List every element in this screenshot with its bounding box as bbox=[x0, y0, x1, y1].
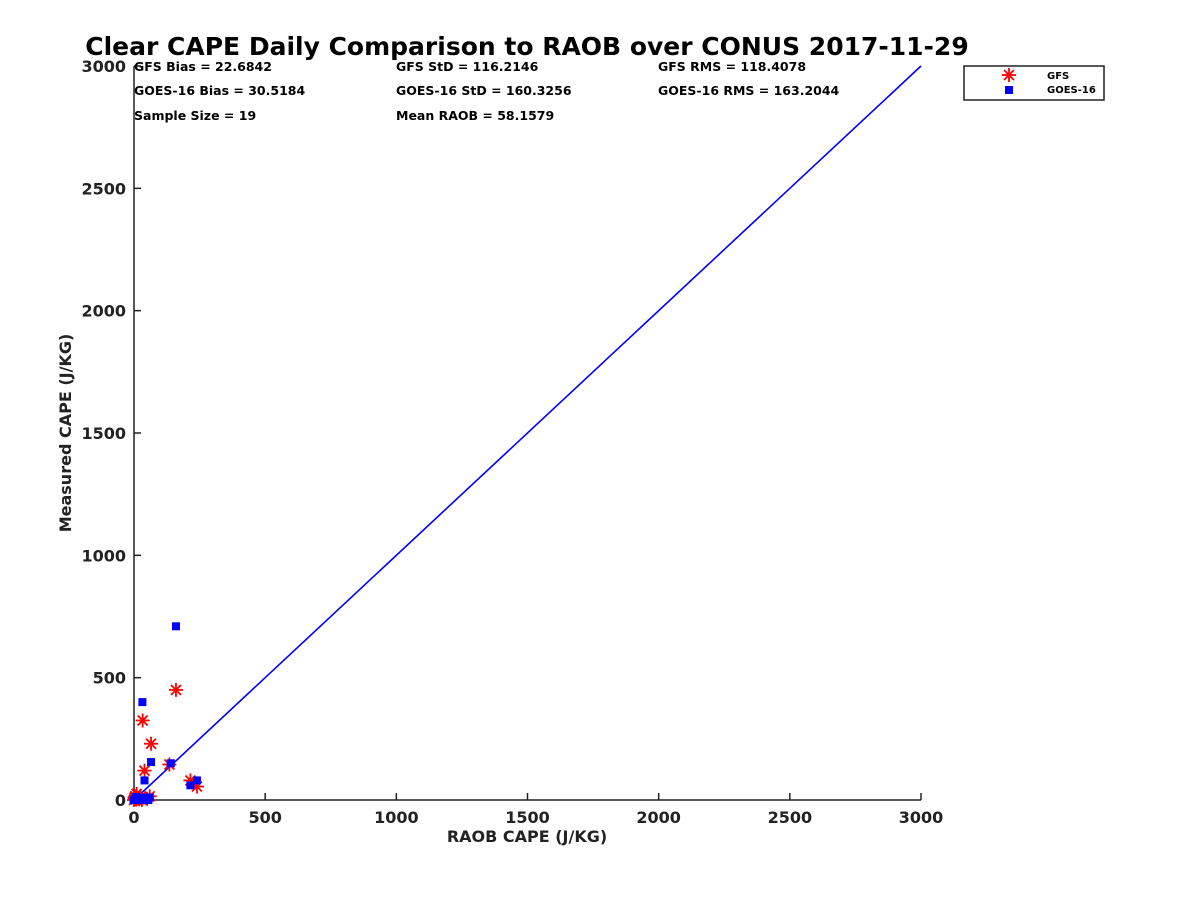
legend-box bbox=[963, 65, 1105, 101]
x-tick-label: 0 bbox=[128, 808, 139, 827]
legend: GFS GOES-16 bbox=[963, 65, 1105, 101]
y-tick-label: 1500 bbox=[81, 424, 126, 443]
gfs-point bbox=[137, 763, 152, 778]
stat-gfs-bias: GFS Bias = 22.6842 bbox=[134, 59, 272, 74]
x-tick-label: 2500 bbox=[768, 808, 813, 827]
goes16-point bbox=[138, 698, 147, 707]
stat-goes-std: GOES-16 StD = 160.3256 bbox=[396, 83, 572, 98]
goes16-point bbox=[186, 781, 195, 790]
chart-title: Clear CAPE Daily Comparison to RAOB over… bbox=[85, 32, 968, 61]
y-axis-ticks: 0 500 1000 1500 2000 2500 3000 bbox=[81, 57, 141, 810]
goes16-point bbox=[147, 758, 156, 767]
goes16-point bbox=[171, 622, 180, 631]
y-axis-label: Measured CAPE (J/KG) bbox=[56, 334, 75, 533]
y-tick-label: 0 bbox=[115, 791, 126, 810]
goes16-point bbox=[132, 793, 141, 802]
goes16-point bbox=[140, 776, 149, 785]
goes16-point bbox=[192, 776, 201, 785]
y-tick-label: 2500 bbox=[81, 179, 126, 198]
x-tick-label: 500 bbox=[248, 808, 281, 827]
y-tick-label: 3000 bbox=[81, 57, 126, 76]
legend-goes16-square-icon bbox=[1005, 86, 1013, 94]
stat-mean-raob: Mean RAOB = 58.1579 bbox=[396, 108, 554, 123]
x-tick-label: 1000 bbox=[374, 808, 419, 827]
legend-gfs-label: GFS bbox=[1047, 71, 1069, 82]
x-tick-label: 3000 bbox=[899, 808, 944, 827]
stat-goes-bias: GOES-16 Bias = 30.5184 bbox=[134, 83, 305, 98]
stat-gfs-std: GFS StD = 116.2146 bbox=[396, 59, 539, 74]
legend-goes16-label: GOES-16 bbox=[1047, 85, 1096, 96]
legend-goes16-marker-shape bbox=[1005, 86, 1013, 94]
data-points bbox=[127, 622, 204, 807]
gfs-point bbox=[168, 682, 183, 697]
stat-sample-size: Sample Size = 19 bbox=[134, 108, 256, 123]
one-to-one-reference-line bbox=[133, 65, 922, 801]
x-axis-ticks: 0 500 1000 1500 2000 2500 3000 bbox=[128, 793, 943, 827]
y-tick-label: 1000 bbox=[81, 546, 126, 565]
x-axis-label: RAOB CAPE (J/KG) bbox=[447, 827, 607, 846]
goes16-point bbox=[166, 759, 175, 768]
y-tick-label: 500 bbox=[93, 669, 126, 688]
stat-goes-rms: GOES-16 RMS = 163.2044 bbox=[658, 83, 840, 98]
x-tick-label: 1500 bbox=[505, 808, 550, 827]
x-tick-label: 2000 bbox=[636, 808, 681, 827]
y-tick-label: 2000 bbox=[81, 302, 126, 321]
goes16-point bbox=[143, 796, 152, 804]
gfs-point bbox=[135, 713, 150, 728]
gfs-point bbox=[144, 736, 159, 751]
legend-gfs-asterisk-icon bbox=[1002, 68, 1016, 82]
stat-gfs-rms: GFS RMS = 118.4078 bbox=[658, 59, 806, 74]
legend-gfs-marker-shape bbox=[1002, 68, 1016, 82]
